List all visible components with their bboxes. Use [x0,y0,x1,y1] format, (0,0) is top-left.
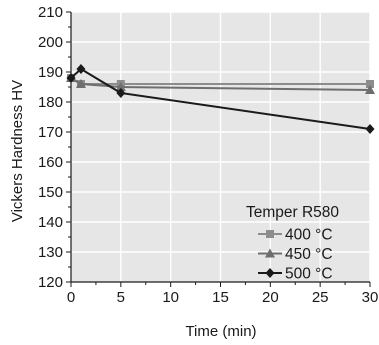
x-tick-label: 25 [312,289,329,306]
y-tick-label: 210 [38,4,63,21]
legend-label: 450 °C [285,246,333,263]
legend-label: 400 °C [285,227,333,244]
x-axis-title: Time (min) [185,323,256,340]
y-axis-title: Vickers Hardness HV [9,80,26,222]
data-point [115,82,126,91]
data-point [366,80,374,88]
series-line [70,67,371,130]
y-tick-label: 140 [38,214,63,231]
legend-item: 400 °C [258,227,333,244]
x-tick-label: 30 [362,289,379,306]
legend-marker [265,248,275,258]
y-tick-label: 130 [38,244,63,261]
y-tick-label: 160 [38,154,63,171]
axes: 120 130 140 150 160 170 180 190 200 210 0 5 10 15 20 25… [38,4,378,306]
data-point [75,79,86,88]
series-line [70,77,371,91]
data-point [365,124,375,134]
y-tick-label: 150 [38,184,63,201]
data-point [116,88,126,98]
y-tick-label: 120 [38,274,63,291]
y-tick-label: 180 [38,94,63,111]
x-tick-label: 10 [162,289,179,306]
legend-item: 500 °C [258,266,333,283]
series-group [66,64,375,134]
y-tick-label: 190 [38,64,63,81]
legend-marker [266,230,274,238]
grid-lines [71,11,371,282]
y-tick-label: 200 [38,34,63,51]
data-point [76,64,86,74]
x-tick-label: 5 [117,289,125,306]
data-point [365,85,375,94]
x-tick-label: 15 [212,289,229,306]
legend: Temper R580 400 °C 450 °C 500 °C [246,204,339,283]
y-tick-label: 170 [38,124,63,141]
legend-title: Temper R580 [246,204,339,221]
x-tick-label: 20 [262,289,279,306]
legend-item: 450 °C [258,246,333,263]
x-tick-label: 0 [67,289,75,306]
legend-label: 500 °C [285,266,333,283]
legend-marker [265,268,275,278]
